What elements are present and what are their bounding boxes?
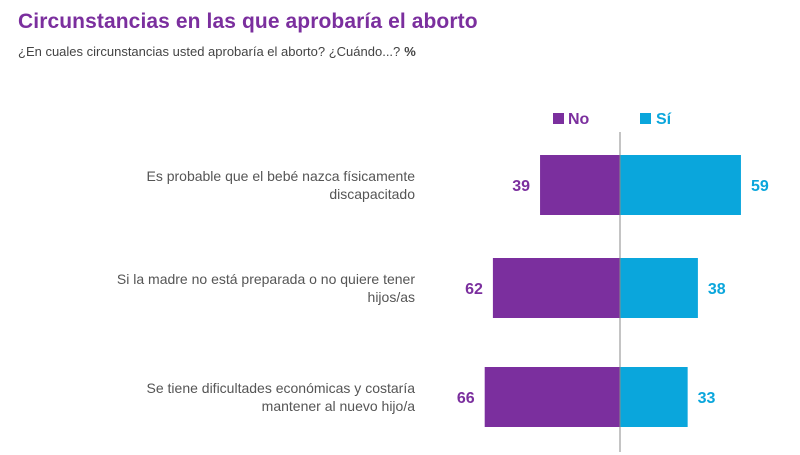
chart-subtitle: ¿En cuales circunstancias usted aprobarí… [18,44,416,59]
bar-no [540,155,620,215]
value-label-no: 39 [512,178,530,195]
legend-swatch-no [553,113,564,124]
legend-swatch-si [640,113,651,124]
unit-label: % [404,44,416,59]
category-label: Se tiene dificultades económicas y costa… [146,380,415,414]
bar-si [620,367,688,427]
value-label-no: 66 [457,390,475,407]
legend-label-si: Sí [656,111,672,128]
bar-no [492,258,620,318]
category-label: Es probable que el bebé nazca físicament… [146,168,415,202]
value-label-si: 59 [751,178,769,195]
category-label: Si la madre no está preparada o no quier… [116,271,415,305]
value-label-si: 38 [708,281,726,298]
legend-label-no: No [568,111,590,128]
bar-si [620,155,741,215]
subtitle-text: ¿En cuales circunstancias usted aprobarí… [18,44,401,59]
bar-si [620,258,698,318]
bar-no [484,367,620,427]
chart-title: Circunstancias en las que aprobaría el a… [18,10,478,33]
value-label-si: 33 [698,390,716,407]
value-label-no: 62 [465,281,483,298]
